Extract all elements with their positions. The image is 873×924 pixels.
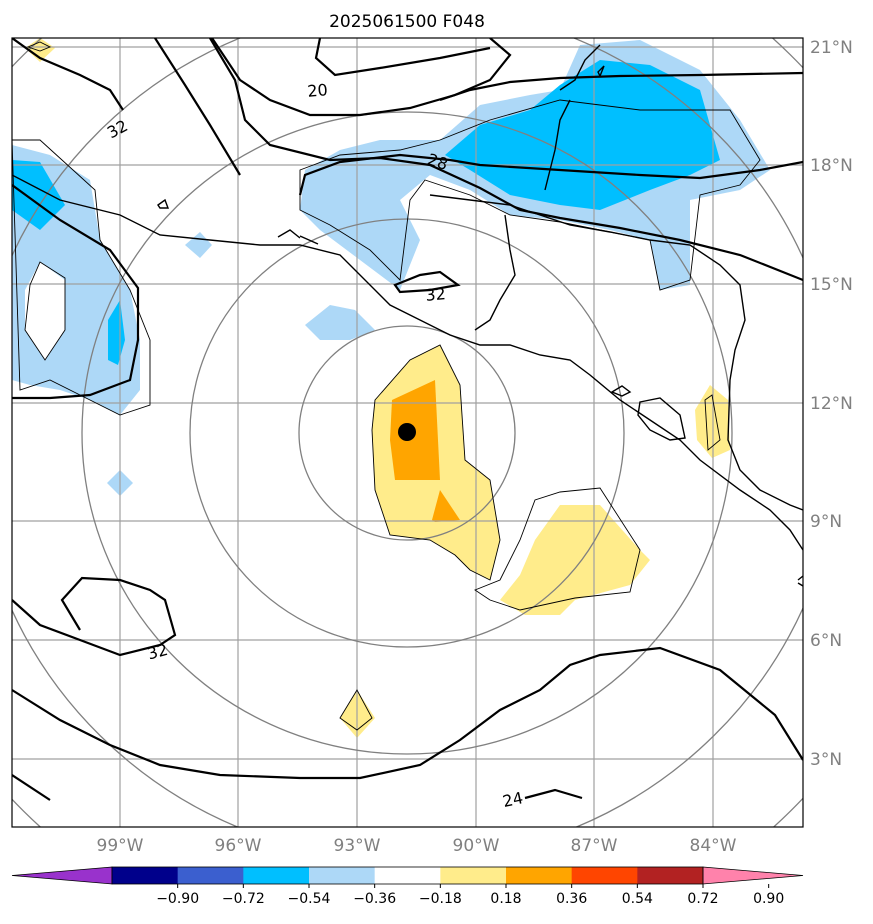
colorbar: −0.90 −0.72 −0.54 −0.36 −0.18 0.18 0.36 0.54 0.7… — [11, 866, 804, 907]
colorbar-tick-label: −0.54 — [288, 891, 331, 907]
x-tick-label: 99°W — [97, 836, 144, 856]
colorbar-tick-label: −0.72 — [222, 891, 265, 907]
colorbar-swatch — [571, 867, 638, 884]
colorbar-swatch — [309, 867, 376, 884]
shade-neg-036 — [12, 60, 720, 365]
colorbar-tick-label: 0.18 — [490, 891, 521, 907]
contour-label: 24 — [501, 788, 525, 811]
colorbar-swatch — [243, 867, 310, 884]
y-tick-label: 6°N — [810, 631, 842, 651]
isotach-contours — [12, 38, 803, 801]
colorbar-swatch — [440, 867, 507, 884]
colorbar-tick-label: 0.54 — [622, 891, 653, 907]
y-tick-label: 18°N — [810, 156, 853, 176]
colorbar-extend-low — [11, 866, 113, 885]
shade-hole — [25, 262, 65, 360]
y-tick-label: 12°N — [810, 394, 853, 414]
x-tick-label: 84°W — [690, 836, 737, 856]
colorbar-tick-label: 0.90 — [753, 891, 784, 907]
colorbar-tick-label: −0.36 — [353, 891, 396, 907]
map-frame — [11, 37, 804, 828]
colorbar-tick-label: −0.90 — [156, 891, 199, 907]
colorbar-swatch — [177, 867, 244, 884]
storm-center-marker — [398, 423, 416, 441]
x-tick-label: 96°W — [215, 836, 262, 856]
colorbar-swatch — [637, 867, 704, 884]
x-tick-label: 87°W — [571, 836, 618, 856]
colorbar-tick-label: 0.72 — [687, 891, 718, 907]
colorbar-swatch — [112, 867, 179, 884]
colorbar-swatch — [374, 867, 441, 884]
y-tick-label: 9°N — [810, 512, 842, 532]
colorbar-tick-label: 0.36 — [556, 891, 587, 907]
y-tick-label: 3°N — [810, 750, 842, 770]
x-tick-label: 93°W — [334, 836, 381, 856]
x-tick-labels: 99°W 96°W 93°W 90°W 87°W 84°W — [97, 836, 737, 856]
map-title: 2025061500 F048 — [329, 12, 485, 32]
colorbar-tick-label: −0.18 — [419, 891, 462, 907]
colorbar-outline — [111, 866, 704, 885]
colorbar-swatch — [506, 867, 573, 884]
thin-contours — [12, 41, 761, 731]
y-tick-label: 21°N — [810, 38, 853, 58]
graticule — [12, 38, 803, 827]
y-tick-label: 15°N — [810, 275, 853, 295]
y-tick-labels: 21°N 18°N 15°N 12°N 9°N 6°N 3°N — [810, 38, 853, 770]
colorbar-extend-high — [702, 866, 804, 885]
contour-label: 32 — [145, 640, 170, 664]
x-tick-label: 90°W — [453, 836, 500, 856]
contour-label: 20 — [307, 80, 329, 101]
contour-label: 32 — [425, 284, 447, 305]
